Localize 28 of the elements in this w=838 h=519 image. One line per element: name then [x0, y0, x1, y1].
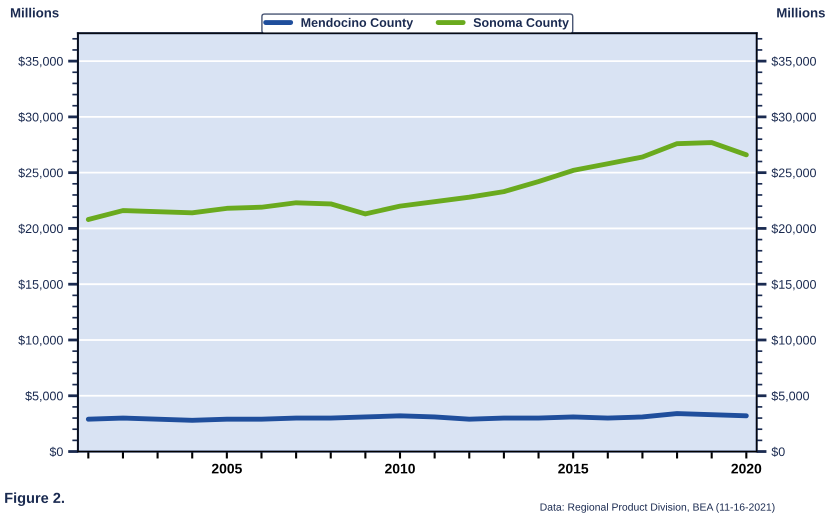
y-tick-label: $0: [50, 446, 63, 457]
x-tick-label: 2005: [212, 464, 242, 474]
y-tick-label: $25,000: [18, 168, 63, 179]
y-tick-label: $20,000: [18, 224, 63, 235]
y-tick-label: $10,000: [18, 335, 63, 346]
y2-tick-label: $25,000: [771, 168, 816, 179]
y2-axis-title: Millions: [777, 8, 825, 18]
y2-tick-label: $35,000: [771, 56, 816, 68]
x-tick-label: 2020: [731, 464, 762, 474]
line-series: [86, 411, 749, 423]
caption: Figure 2.: [5, 492, 64, 506]
legend-label: Sonoma County: [474, 18, 569, 30]
y2-tick-label: $5,000: [771, 391, 810, 402]
y2-tick-label: $20,000: [771, 224, 816, 235]
y-tick-label: $5,000: [25, 391, 63, 402]
y-axis-title: Millions: [10, 8, 59, 18]
y2-tick-label: $30,000: [771, 112, 816, 124]
x-tick-label: 2015: [558, 464, 588, 474]
y-tick-label: $30,000: [18, 112, 63, 124]
x-tick-label: 2010: [385, 464, 415, 474]
line-series: [86, 140, 749, 222]
y2-tick-label: $10,000: [771, 335, 816, 346]
y2-tick-label: $0: [771, 446, 785, 457]
text: Data: Regional Product Division, BEA (11-16-2021): [540, 503, 775, 513]
legend-label: Mendocino County: [302, 18, 414, 30]
y-tick-label: $35,000: [18, 56, 63, 68]
y-tick-label: $15,000: [18, 279, 63, 290]
y2-tick-label: $15,000: [771, 279, 816, 290]
